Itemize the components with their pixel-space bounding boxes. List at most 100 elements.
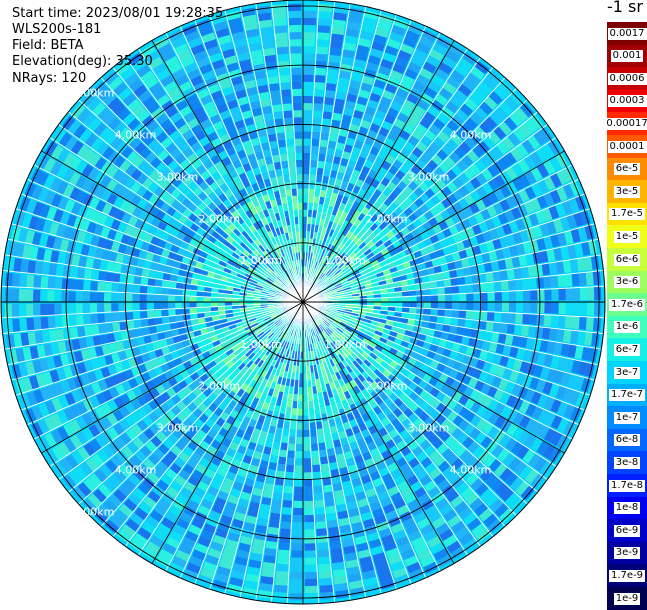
range-gate bbox=[566, 288, 573, 300]
range-gate bbox=[282, 103, 292, 111]
range-gate bbox=[303, 124, 311, 131]
range-gate bbox=[292, 89, 302, 96]
range-gate bbox=[282, 96, 292, 104]
range-gate bbox=[267, 76, 278, 84]
range-gate bbox=[314, 82, 324, 90]
range-gate bbox=[77, 268, 85, 279]
range-gate bbox=[175, 296, 182, 302]
range-gate bbox=[281, 514, 291, 522]
range-gate bbox=[326, 76, 337, 84]
range-gate bbox=[284, 125, 293, 133]
range-gate bbox=[140, 295, 147, 303]
range-gate bbox=[292, 543, 304, 550]
range-gate bbox=[495, 292, 502, 301]
range-gate bbox=[303, 89, 313, 96]
range-gate bbox=[280, 82, 291, 90]
range-gate bbox=[481, 302, 488, 311]
range-gate bbox=[537, 302, 544, 313]
range-gate bbox=[293, 110, 302, 117]
range-gate bbox=[272, 4, 286, 12]
range-gate bbox=[291, 75, 302, 82]
range-gate bbox=[276, 47, 288, 55]
range-gate bbox=[297, 430, 303, 437]
range-gate bbox=[125, 294, 132, 302]
range-gate bbox=[182, 296, 189, 302]
range-gate bbox=[69, 279, 77, 290]
range-gate bbox=[287, 153, 294, 161]
range-gate bbox=[305, 543, 317, 550]
range-gate bbox=[271, 97, 281, 105]
range-gate bbox=[438, 295, 445, 302]
range-gate bbox=[77, 326, 85, 337]
range-gate bbox=[495, 302, 502, 311]
range-gate bbox=[310, 167, 317, 175]
range-gate bbox=[182, 290, 190, 296]
range-gate bbox=[112, 323, 120, 333]
range-gate bbox=[304, 437, 311, 444]
range-gate bbox=[402, 307, 409, 312]
range-gate bbox=[424, 302, 431, 308]
range-gate bbox=[299, 387, 303, 394]
range-gate bbox=[69, 315, 77, 326]
range-gate bbox=[324, 492, 334, 500]
range-gate bbox=[309, 189, 315, 196]
range-gate bbox=[105, 323, 113, 333]
range-gate bbox=[286, 465, 294, 473]
range-gate bbox=[580, 287, 588, 300]
range-gate bbox=[288, 451, 296, 459]
range-gate bbox=[225, 298, 232, 302]
range-gate bbox=[473, 283, 481, 292]
range-gate bbox=[175, 289, 183, 295]
range-gate bbox=[295, 153, 302, 160]
range-gate bbox=[197, 292, 204, 297]
range-gate bbox=[104, 303, 111, 312]
range-gate bbox=[316, 521, 327, 529]
range-gate bbox=[296, 451, 303, 458]
range-gate bbox=[297, 181, 303, 188]
range-gate bbox=[508, 313, 516, 323]
range-gate bbox=[311, 146, 319, 154]
range-gate bbox=[509, 291, 516, 301]
range-gate bbox=[303, 39, 315, 46]
range-gate bbox=[573, 288, 580, 301]
range-gate bbox=[316, 528, 327, 536]
range-gate bbox=[317, 25, 330, 33]
range-gate bbox=[277, 564, 290, 572]
range-gate bbox=[502, 291, 509, 301]
range-gate bbox=[315, 75, 326, 83]
range-gate bbox=[466, 302, 473, 310]
range-gate bbox=[579, 272, 587, 286]
range-gate bbox=[276, 40, 289, 48]
range-gate bbox=[41, 317, 49, 330]
range-gate bbox=[305, 536, 316, 543]
range-gate bbox=[416, 308, 424, 314]
range-gate bbox=[559, 288, 566, 300]
range-gate bbox=[473, 293, 480, 301]
range-gate bbox=[290, 429, 297, 437]
range-gate bbox=[565, 316, 573, 329]
range-gate bbox=[493, 271, 501, 281]
range-gate bbox=[294, 124, 302, 131]
range-gate bbox=[486, 321, 494, 331]
range-gate bbox=[402, 302, 409, 307]
range-gate bbox=[265, 548, 277, 557]
range-gate bbox=[304, 465, 312, 472]
range-gate bbox=[312, 458, 320, 466]
range-gate bbox=[445, 294, 452, 301]
range-gate bbox=[304, 529, 315, 536]
range-gate bbox=[304, 479, 313, 486]
range-gate bbox=[135, 268, 143, 277]
range-gate bbox=[313, 96, 323, 104]
range-gate bbox=[311, 139, 319, 147]
range-gate bbox=[97, 303, 104, 313]
range-gate bbox=[572, 273, 580, 286]
range-gate bbox=[313, 103, 323, 111]
range-gate bbox=[203, 297, 210, 302]
range-gate bbox=[147, 311, 155, 319]
range-gate bbox=[76, 303, 83, 314]
range-gate bbox=[535, 327, 544, 339]
range-gate bbox=[543, 276, 551, 288]
range-gate bbox=[312, 125, 321, 133]
range-gate bbox=[423, 308, 431, 314]
range-gate bbox=[303, 195, 308, 202]
